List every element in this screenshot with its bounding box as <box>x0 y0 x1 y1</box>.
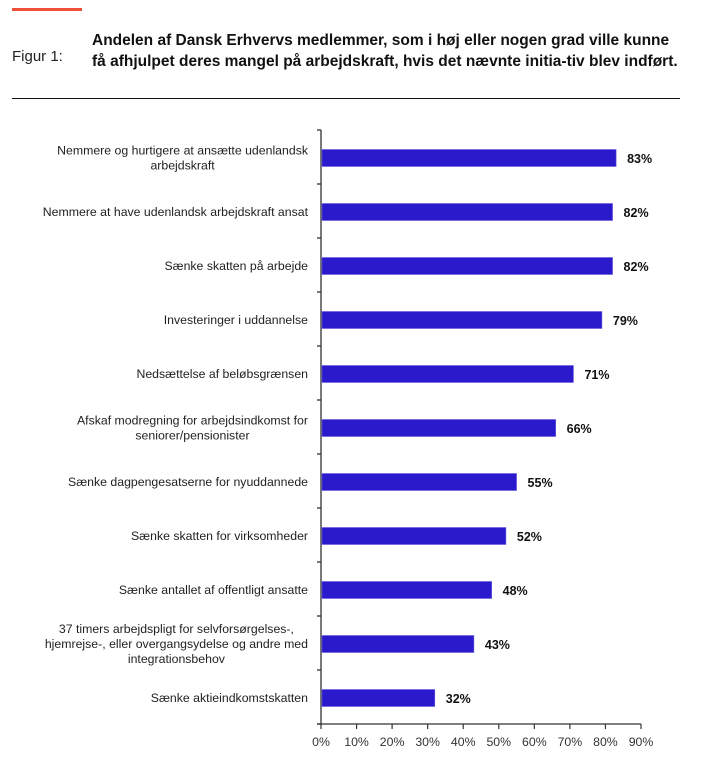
figure-label: Figur 1: <box>12 48 63 65</box>
value-label: 43% <box>485 638 510 652</box>
bar <box>321 419 556 437</box>
bar <box>321 311 603 329</box>
title-divider <box>12 98 680 99</box>
category-label: Nemmere og hurtigere at ansætte udenland… <box>57 144 309 158</box>
bar <box>321 149 617 167</box>
category-label: Nemmere at have udenlandsk arbejdskraft … <box>43 205 309 219</box>
x-tick-label: 80% <box>593 735 618 749</box>
x-tick-label: 0% <box>312 735 330 749</box>
value-label: 48% <box>503 584 528 598</box>
x-tick-label: 60% <box>522 735 547 749</box>
bar <box>321 581 492 599</box>
x-tick-label: 50% <box>486 735 511 749</box>
value-label: 71% <box>584 368 609 382</box>
bar <box>321 365 574 383</box>
category-label: Sænke antallet af offentligt ansatte <box>119 583 308 597</box>
category-label: Afskaf modregning for arbejdsindkomst fo… <box>77 414 308 428</box>
category-label: seniorer/pensionister <box>135 429 249 443</box>
bar <box>321 203 613 221</box>
value-label: 32% <box>446 692 471 706</box>
figure-title: Andelen af Dansk Erhvervs medlemmer, som… <box>92 32 678 70</box>
category-label: Sænke aktieindkomstskatten <box>151 691 308 705</box>
x-tick-label: 10% <box>344 735 369 749</box>
value-label: 82% <box>624 260 649 274</box>
value-label: 82% <box>624 206 649 220</box>
category-label: hjemrejse-, eller overgangsydelse og and… <box>45 637 308 651</box>
value-label: 79% <box>613 314 638 328</box>
bar <box>321 689 436 707</box>
x-tick-label: 40% <box>451 735 476 749</box>
category-label: integrationsbehov <box>128 652 226 666</box>
category-label: arbejdskraft <box>150 159 215 173</box>
category-label: Investeringer i uddannelse <box>164 313 308 327</box>
x-tick-label: 30% <box>415 735 440 749</box>
category-label: Sænke skatten på arbejde <box>164 259 308 273</box>
value-label: 66% <box>567 422 592 436</box>
bar <box>321 473 517 491</box>
category-label: Nedsættelse af beløbsgrænsen <box>136 367 308 381</box>
accent-line <box>12 8 82 11</box>
value-label: 83% <box>627 152 652 166</box>
x-tick-label: 70% <box>558 735 583 749</box>
category-label: 37 timers arbejdspligt for selvforsørgel… <box>59 622 294 636</box>
x-tick-label: 90% <box>629 735 654 749</box>
bar <box>321 527 507 545</box>
x-tick-label: 20% <box>380 735 405 749</box>
category-label: Sænke dagpengesatserne for nyuddannede <box>68 475 308 489</box>
bar <box>321 635 475 653</box>
value-label: 52% <box>517 530 542 544</box>
category-label: Sænke skatten for virksomheder <box>131 529 308 543</box>
bar <box>321 257 613 275</box>
value-label: 55% <box>528 476 553 490</box>
